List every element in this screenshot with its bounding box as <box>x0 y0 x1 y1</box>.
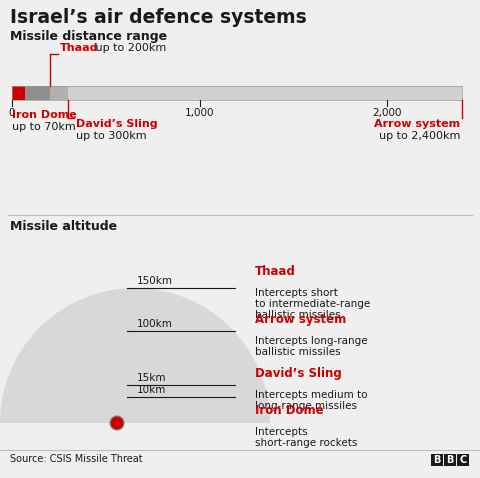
Text: up to 2,400km: up to 2,400km <box>379 131 460 141</box>
Text: Iron Dome: Iron Dome <box>12 110 77 120</box>
Text: David’s Sling: David’s Sling <box>255 367 342 380</box>
Text: Thaad: Thaad <box>255 265 296 278</box>
Bar <box>12 86 49 100</box>
Wedge shape <box>97 385 173 423</box>
Text: Intercepts long-range: Intercepts long-range <box>255 336 368 346</box>
Text: 1,000: 1,000 <box>185 108 214 118</box>
Text: 100km: 100km <box>137 319 173 329</box>
Text: Intercepts short: Intercepts short <box>255 288 338 298</box>
Text: up to 70km: up to 70km <box>12 122 76 132</box>
Text: 0: 0 <box>9 108 15 118</box>
Text: long-range missiles: long-range missiles <box>255 401 357 411</box>
Text: Source: CSIS Missile Threat: Source: CSIS Missile Threat <box>10 454 143 464</box>
Text: up to 200km: up to 200km <box>92 43 166 53</box>
Text: Arrow system: Arrow system <box>374 119 460 129</box>
Text: Missile altitude: Missile altitude <box>10 220 117 233</box>
Bar <box>12 86 25 100</box>
Text: Israel’s air defence systems: Israel’s air defence systems <box>10 8 307 27</box>
Text: B: B <box>433 455 441 465</box>
Text: ballistic missiles: ballistic missiles <box>255 310 341 320</box>
Text: Thaad: Thaad <box>60 43 98 53</box>
Circle shape <box>110 416 124 430</box>
Bar <box>457 454 469 466</box>
Bar <box>12 86 462 100</box>
Text: 2,000: 2,000 <box>372 108 402 118</box>
Text: Intercepts medium to: Intercepts medium to <box>255 390 368 400</box>
Text: Missile distance range: Missile distance range <box>10 30 167 43</box>
Text: short-range rockets: short-range rockets <box>255 438 358 448</box>
Bar <box>12 86 68 100</box>
Bar <box>12 86 462 100</box>
Text: 15km: 15km <box>137 373 167 383</box>
Wedge shape <box>43 331 227 423</box>
Bar <box>431 454 443 466</box>
Text: Arrow system: Arrow system <box>255 313 346 326</box>
Bar <box>444 454 456 466</box>
Text: C: C <box>459 455 467 465</box>
Text: to intermediate-range: to intermediate-range <box>255 299 370 309</box>
Wedge shape <box>0 288 270 423</box>
Text: Intercepts: Intercepts <box>255 427 308 437</box>
Text: 150km: 150km <box>137 276 173 286</box>
Wedge shape <box>109 397 161 423</box>
Text: Iron Dome: Iron Dome <box>255 404 324 417</box>
Text: 10km: 10km <box>137 385 167 395</box>
Text: ballistic missiles: ballistic missiles <box>255 347 341 357</box>
Text: David’s Sling: David’s Sling <box>76 119 158 129</box>
Text: B: B <box>446 455 454 465</box>
Text: up to 300km: up to 300km <box>76 131 147 141</box>
